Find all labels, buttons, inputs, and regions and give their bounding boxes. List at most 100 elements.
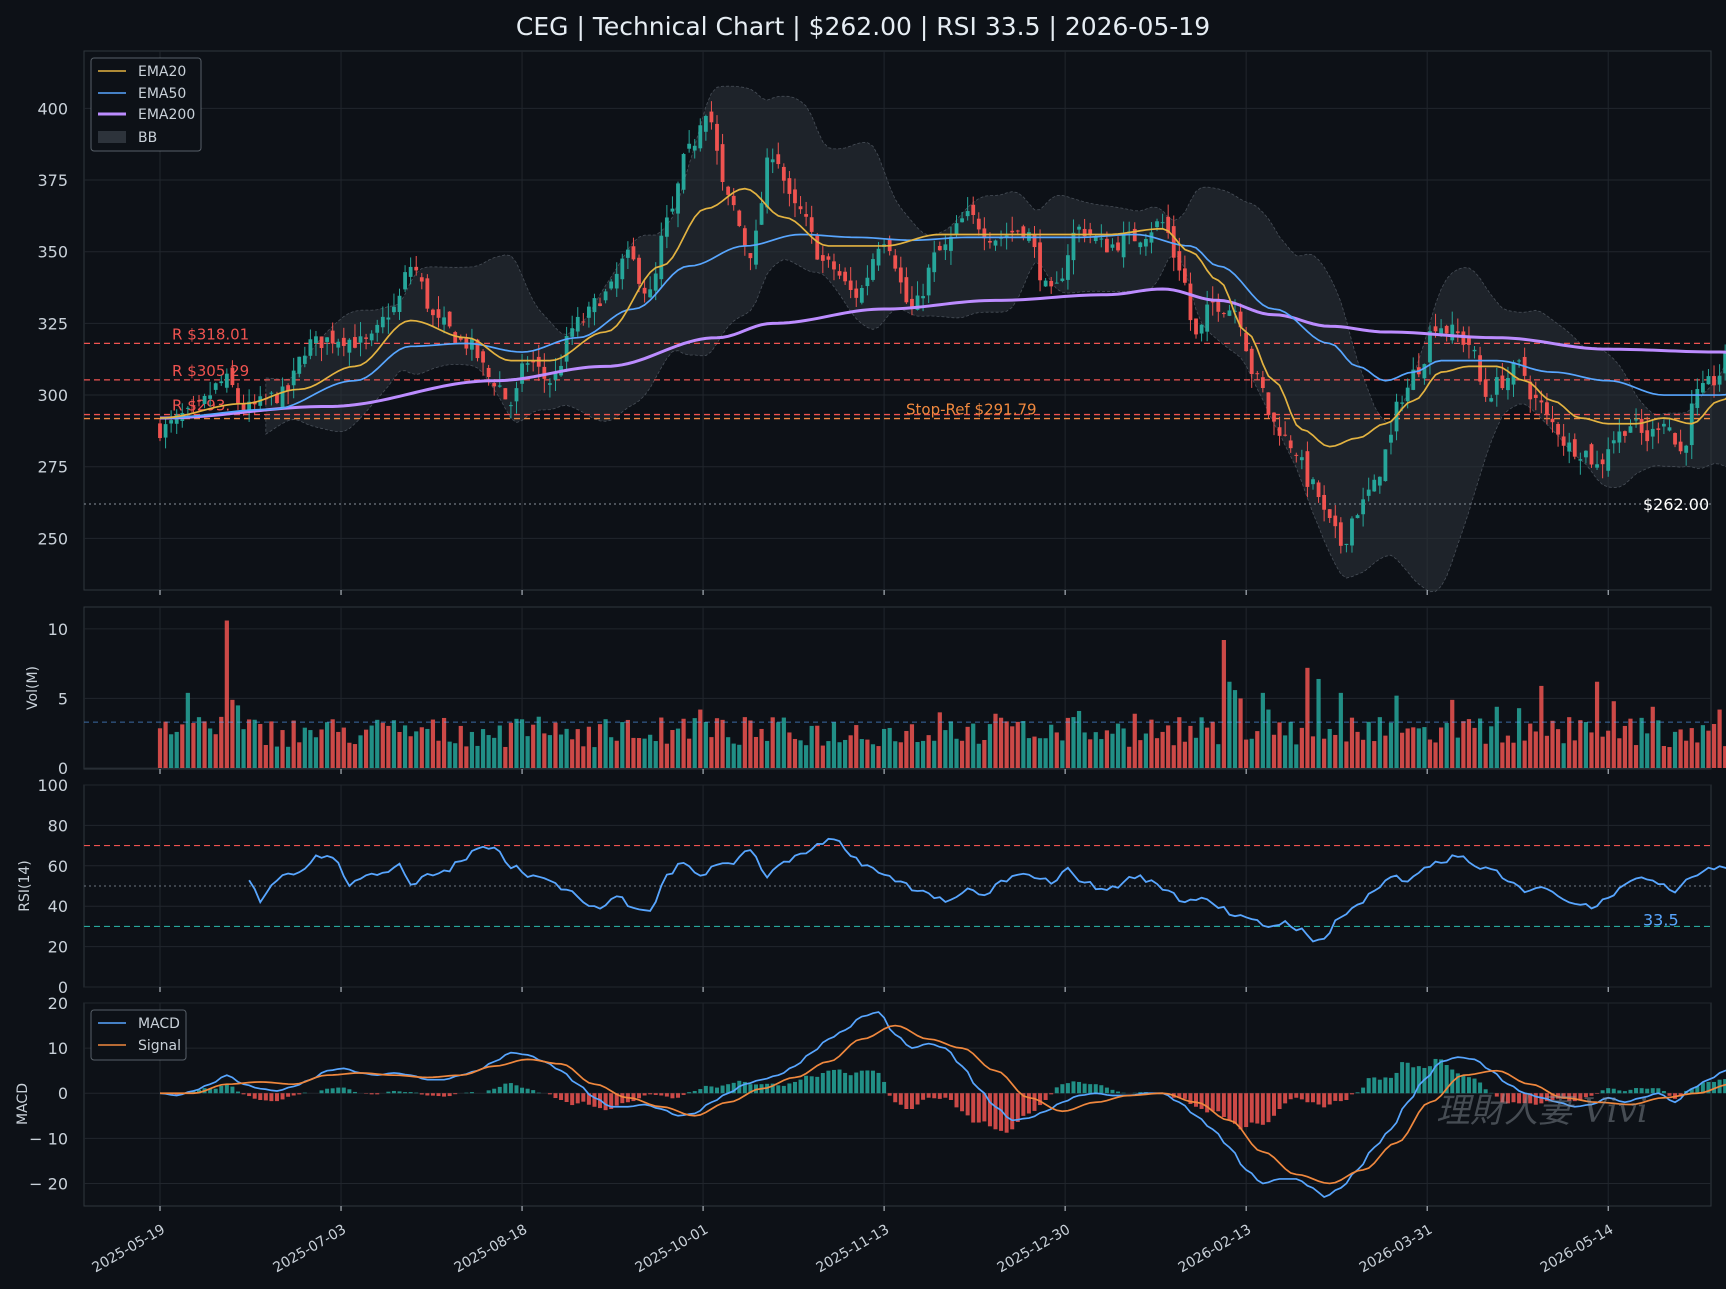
volume-bar: [1500, 742, 1505, 768]
candle-body: [1333, 515, 1338, 527]
candle-body: [1511, 362, 1516, 385]
macd-histogram-bar: [804, 1075, 809, 1094]
macd-histogram-bar: [1511, 1093, 1516, 1103]
macd-histogram-bar: [631, 1093, 636, 1102]
macd-histogram-bar: [269, 1093, 274, 1102]
macd-histogram-bar: [1305, 1093, 1310, 1103]
volume-bar: [1377, 717, 1382, 768]
volume-bar: [581, 746, 586, 768]
macd-histogram-bar: [425, 1093, 430, 1096]
macd-histogram-bar: [1004, 1093, 1009, 1133]
volume-bar: [1355, 731, 1360, 768]
volume-bar: [1283, 735, 1288, 768]
volume-bar: [1294, 744, 1299, 768]
macd-histogram-bar: [1238, 1093, 1243, 1130]
volume-bar: [213, 734, 218, 768]
candle-body: [1556, 423, 1560, 435]
macd-histogram-bar: [1065, 1083, 1070, 1094]
volume-bar: [731, 743, 736, 768]
volume-bar: [570, 739, 575, 768]
volume-bar: [1483, 743, 1488, 768]
volume-bar: [843, 739, 848, 768]
macd-histogram-bar: [447, 1093, 452, 1097]
volume-bar: [1244, 739, 1249, 768]
candle-body: [330, 330, 335, 344]
candle-body: [1405, 387, 1410, 402]
macd-histogram-bar: [926, 1093, 931, 1098]
volume-bar: [1004, 721, 1009, 768]
macd-histogram-bar: [508, 1083, 513, 1094]
volume-bar: [737, 744, 742, 768]
candle-body: [1155, 221, 1159, 228]
candle-body: [876, 248, 881, 266]
macd-histogram-bar: [224, 1084, 229, 1094]
macd-histogram-bar: [1194, 1093, 1199, 1107]
candle-body: [1366, 489, 1371, 496]
volume-bar: [681, 718, 686, 768]
candle-body: [1578, 459, 1583, 461]
candle-body: [614, 273, 619, 289]
level-label: R $318.01: [172, 325, 249, 343]
volume-bar: [525, 736, 530, 768]
candle-body: [1584, 450, 1588, 458]
candle-body: [442, 317, 446, 325]
candle-body: [843, 271, 848, 282]
candle-body: [759, 203, 764, 225]
candle-body: [1411, 369, 1416, 390]
macd-layer: [159, 1011, 1726, 1198]
candle-body: [1105, 238, 1109, 253]
volume-bar: [792, 738, 798, 768]
volume-bar: [458, 725, 463, 768]
volume-bar: [1589, 732, 1594, 768]
macd-y-tick-label: − 20: [29, 1174, 68, 1193]
macd-histogram-bar: [520, 1087, 525, 1094]
price-y-tick-label: 325: [37, 314, 68, 333]
candle-body: [921, 296, 925, 299]
candle-body: [1344, 543, 1349, 545]
candle-body: [213, 383, 218, 390]
volume-bar: [1271, 734, 1277, 768]
candle-body: [776, 154, 781, 165]
volume-y-tick-label: 10: [48, 620, 68, 639]
volume-bar: [1578, 720, 1583, 768]
macd-histogram-bar: [1060, 1084, 1065, 1094]
volume-bar: [915, 742, 920, 768]
macd-histogram-bar: [263, 1093, 268, 1101]
volume-bar: [798, 740, 803, 768]
volume-bar: [1511, 742, 1516, 768]
candle-body: [631, 246, 636, 260]
volume-bar: [1104, 730, 1109, 768]
volume-bar: [1600, 736, 1605, 768]
candle-body: [1015, 230, 1020, 232]
volume-bar: [982, 739, 987, 768]
candle-body: [542, 366, 547, 379]
volume-bar: [1439, 727, 1444, 768]
volume-bar: [648, 734, 653, 768]
macd-histogram-bar: [1299, 1093, 1304, 1100]
volume-bar: [341, 727, 346, 768]
macd-histogram-bar: [1015, 1093, 1020, 1122]
macd-legend: MACD Signal: [90, 1009, 187, 1061]
macd-histogram-bar: [792, 1081, 797, 1094]
candle-body: [575, 316, 580, 332]
macd-histogram-bar: [570, 1093, 575, 1106]
volume-bar: [564, 728, 569, 768]
candle-body: [425, 278, 430, 309]
macd-histogram-bar: [1600, 1090, 1605, 1094]
candle-body: [1400, 402, 1405, 404]
volume-bar: [286, 746, 291, 768]
macd-histogram-bar: [620, 1093, 625, 1104]
volume-bar: [675, 728, 681, 768]
volume-bar: [1149, 719, 1154, 768]
macd-histogram-bar: [1199, 1093, 1204, 1109]
volume-bar: [642, 738, 647, 768]
candle-body: [1656, 428, 1661, 430]
volume-bar: [1216, 744, 1221, 768]
volume-bar: [1628, 718, 1633, 768]
candle-body: [748, 253, 753, 259]
macd-y-tick-label: − 10: [29, 1129, 68, 1148]
volume-bar: [1672, 731, 1678, 768]
volume-bar: [1444, 723, 1449, 768]
candle-body: [1099, 238, 1104, 240]
candle-body: [1294, 454, 1299, 456]
